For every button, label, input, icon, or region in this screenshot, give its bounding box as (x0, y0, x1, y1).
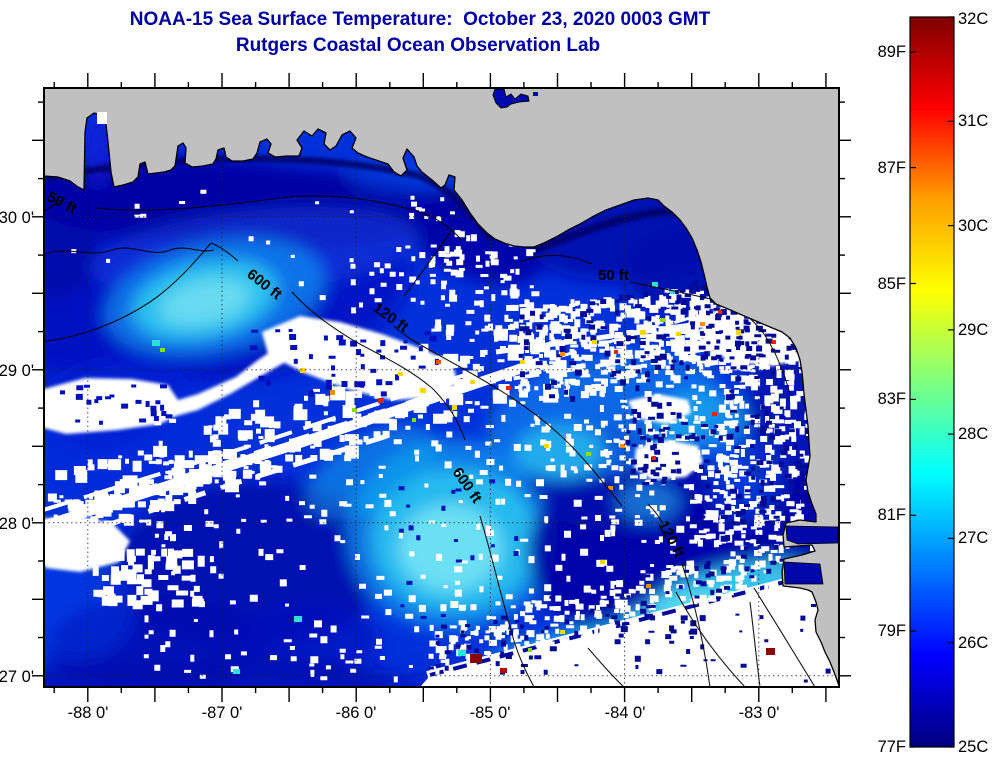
svg-text:-84 0': -84 0' (605, 704, 646, 722)
svg-text:25C: 25C (958, 738, 988, 756)
svg-text:-88 0': -88 0' (68, 704, 109, 722)
svg-text:-83 0': -83 0' (739, 704, 780, 722)
svg-text:79F: 79F (878, 622, 906, 640)
svg-text:29C: 29C (958, 321, 988, 339)
svg-text:-87 0': -87 0' (202, 704, 243, 722)
svg-text:Rutgers Coastal Ocean Observat: Rutgers Coastal Ocean Observation Lab (236, 35, 600, 56)
svg-text:87F: 87F (878, 159, 906, 177)
svg-text:NOAA-15 Sea Surface Temperatur: NOAA-15 Sea Surface Temperature: October… (130, 9, 711, 30)
svg-text:28 0': 28 0' (0, 515, 34, 533)
svg-text:-85 0': -85 0' (470, 704, 511, 722)
svg-text:26C: 26C (958, 634, 988, 652)
svg-text:31C: 31C (958, 112, 988, 130)
svg-text:30C: 30C (958, 217, 988, 235)
svg-text:85F: 85F (878, 275, 906, 293)
svg-text:27 0': 27 0' (0, 668, 34, 686)
svg-text:28C: 28C (958, 425, 988, 443)
svg-text:81F: 81F (878, 506, 906, 524)
svg-text:-86 0': -86 0' (336, 704, 377, 722)
svg-text:77F: 77F (878, 738, 906, 756)
svg-text:27C: 27C (958, 529, 988, 547)
svg-text:29 0': 29 0' (0, 362, 34, 380)
svg-text:30 0': 30 0' (0, 209, 34, 227)
svg-text:32C: 32C (958, 10, 988, 28)
svg-text:50 ft: 50 ft (598, 267, 629, 284)
svg-text:89F: 89F (878, 43, 906, 61)
svg-text:83F: 83F (878, 390, 906, 408)
